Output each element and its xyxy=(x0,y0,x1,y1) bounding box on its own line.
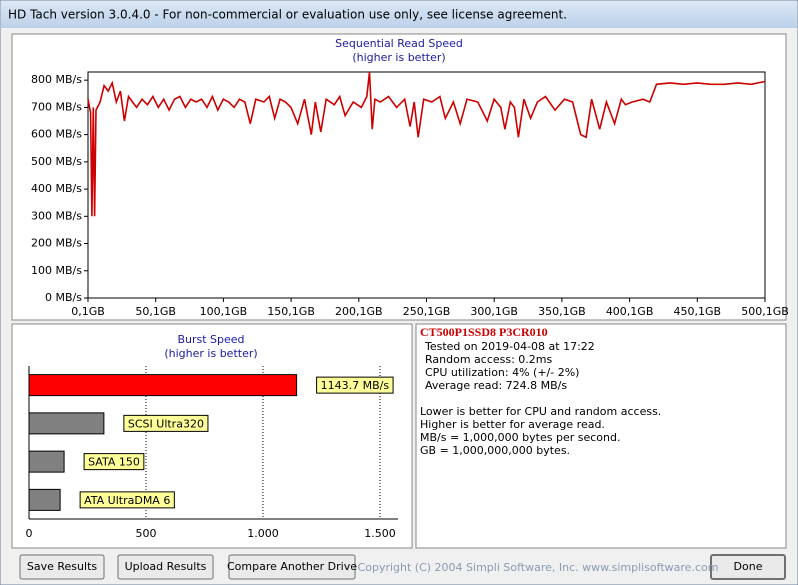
y-tick-label: 300 MB/s xyxy=(31,209,82,222)
note-line: Higher is better for average read. xyxy=(420,418,605,431)
x-tick-label: 1.500 xyxy=(364,527,396,540)
bar-label: ATA UltraDMA 6 xyxy=(79,491,175,509)
label-box xyxy=(316,376,394,394)
bar-label-text: 1143.7 MB/s xyxy=(321,379,390,392)
y-tick-label: 200 MB/s xyxy=(31,237,82,250)
button[interactable]: Done xyxy=(710,554,786,580)
note-line: GB = 1,000,000,000 bytes. xyxy=(420,444,570,457)
chart-subtitle: (higher is better) xyxy=(352,51,445,64)
y-tick-label: 800 MB/s xyxy=(31,73,82,86)
x-tick-label: 50,1GB xyxy=(135,305,176,318)
button-face[interactable] xyxy=(117,554,214,580)
bar-label: 1143.7 MB/s xyxy=(316,376,394,394)
bar-label: SATA 150 xyxy=(83,453,145,471)
button-label[interactable]: Done xyxy=(734,560,763,573)
note-line: MB/s = 1,000,000 bytes per second. xyxy=(420,431,620,444)
x-tick-label: 250,1GB xyxy=(403,305,451,318)
bar-label-text: ATA UltraDMA 6 xyxy=(84,494,170,507)
bar-label-text: SCSI Ultra320 xyxy=(128,417,204,430)
button-face[interactable] xyxy=(19,554,105,580)
button-label[interactable]: Save Results xyxy=(27,560,97,573)
y-tick-label: 0 MB/s xyxy=(45,291,82,304)
bar xyxy=(28,488,61,511)
chart-title: Burst Speed xyxy=(177,333,244,346)
bar xyxy=(28,450,65,473)
title-bar xyxy=(1,1,797,28)
stat-line: Average read: 724.8 MB/s xyxy=(425,379,567,392)
x-tick-label: 200,1GB xyxy=(335,305,383,318)
chart-title: Sequential Read Speed xyxy=(335,37,463,50)
stat-line: Random access: 0.2ms xyxy=(425,353,553,366)
button-face[interactable] xyxy=(710,554,786,580)
label-box xyxy=(79,491,175,509)
x-tick-label: 500 xyxy=(135,527,156,540)
x-tick-label: 1.000 xyxy=(247,527,279,540)
label-box xyxy=(123,414,209,432)
button-bar: Save Results Upload Results Compare Anothe… xyxy=(19,554,786,580)
x-tick-label: 0 xyxy=(26,527,33,540)
bar-label-text: SATA 150 xyxy=(88,456,140,469)
burst-panel xyxy=(11,323,413,549)
chart-subtitle: (higher is better) xyxy=(164,347,257,360)
window-title: HD Tach version 3.0.4.0 - For non-commer… xyxy=(8,8,567,22)
note-line: Lower is better for CPU and random acces… xyxy=(420,405,661,418)
read-line xyxy=(87,71,766,217)
x-tick-label: 500,1GB xyxy=(741,305,789,318)
stat-line: Tested on 2019-04-08 at 17:22 xyxy=(424,340,595,353)
bar xyxy=(28,412,105,435)
plot-area xyxy=(87,71,766,299)
button[interactable]: Save Results xyxy=(19,554,105,580)
label-box xyxy=(83,453,145,471)
x-tick-label: 350,1GB xyxy=(538,305,586,318)
x-tick-label: 100,1GB xyxy=(200,305,248,318)
y-tick-label: 100 MB/s xyxy=(31,264,82,277)
y-tick-label: 700 MB/s xyxy=(31,100,82,113)
y-tick-label: 400 MB/s xyxy=(31,182,82,195)
button-label[interactable]: Compare Another Drive xyxy=(227,560,357,573)
copyright: Copyright (C) 2004 Simpli Software, Inc.… xyxy=(358,561,719,574)
y-tick-label: 600 MB/s xyxy=(31,128,82,141)
drive-name: CT500P1SSD8 P3CR010 xyxy=(420,325,548,339)
button[interactable]: Upload Results xyxy=(117,554,214,580)
x-tick-label: 300,1GB xyxy=(470,305,518,318)
button[interactable]: Compare Another Drive xyxy=(227,554,357,580)
button-label[interactable]: Upload Results xyxy=(125,560,207,573)
button-face[interactable] xyxy=(228,554,356,580)
x-tick-label: 400,1GB xyxy=(606,305,654,318)
bar xyxy=(28,374,298,397)
bar-label: SCSI Ultra320 xyxy=(123,414,209,432)
x-tick-label: 150,1GB xyxy=(267,305,315,318)
y-tick-label: 500 MB/s xyxy=(31,155,82,168)
x-tick-label: 0,1GB xyxy=(71,305,105,318)
info-panel xyxy=(415,323,787,549)
stat-line: CPU utilization: 4% (+/- 2%) xyxy=(425,366,579,379)
x-tick-label: 450,1GB xyxy=(674,305,722,318)
